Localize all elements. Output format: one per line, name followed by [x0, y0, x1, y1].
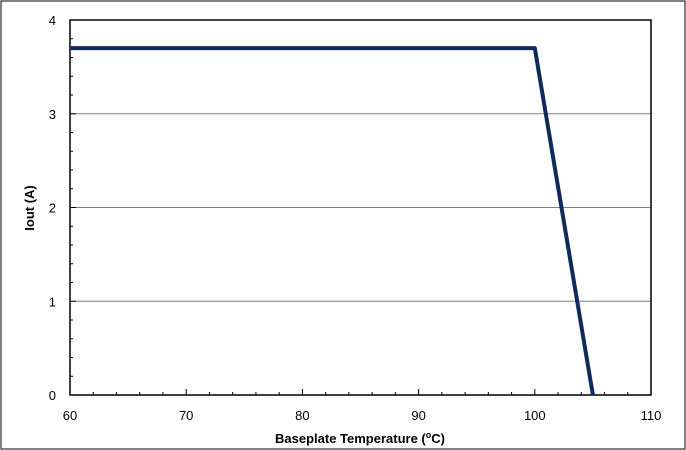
plot-area-frame — [69, 19, 652, 396]
series-layer — [70, 46, 595, 396]
y-tick-label-3: 3 — [49, 107, 56, 122]
x-tick-labels: 60 70 80 90 100 110 — [63, 408, 662, 423]
x-tick-label-90: 90 — [411, 408, 425, 423]
y-tick-label-1: 1 — [49, 294, 56, 309]
x-axis-label: Baseplate Temperature (oC) — [275, 430, 445, 446]
series-line-0 — [70, 46, 595, 396]
y-axis-label: Iout (A) — [22, 185, 37, 230]
x-tick-label-110: 110 — [641, 408, 662, 423]
x-axis-label-superscript: o — [426, 430, 432, 440]
y-tick-label-0: 0 — [49, 388, 56, 403]
y-tick-labels: 0 1 2 3 4 — [49, 13, 56, 403]
grid-lines — [70, 113, 651, 302]
x-tick-label-70: 70 — [179, 408, 193, 423]
x-tick-label-100: 100 — [524, 408, 546, 423]
y-tick-label-2: 2 — [49, 201, 56, 216]
x-tick-label-60: 60 — [63, 408, 77, 423]
y-tick-label-4: 4 — [49, 13, 56, 28]
x-tick-label-80: 80 — [295, 408, 309, 423]
